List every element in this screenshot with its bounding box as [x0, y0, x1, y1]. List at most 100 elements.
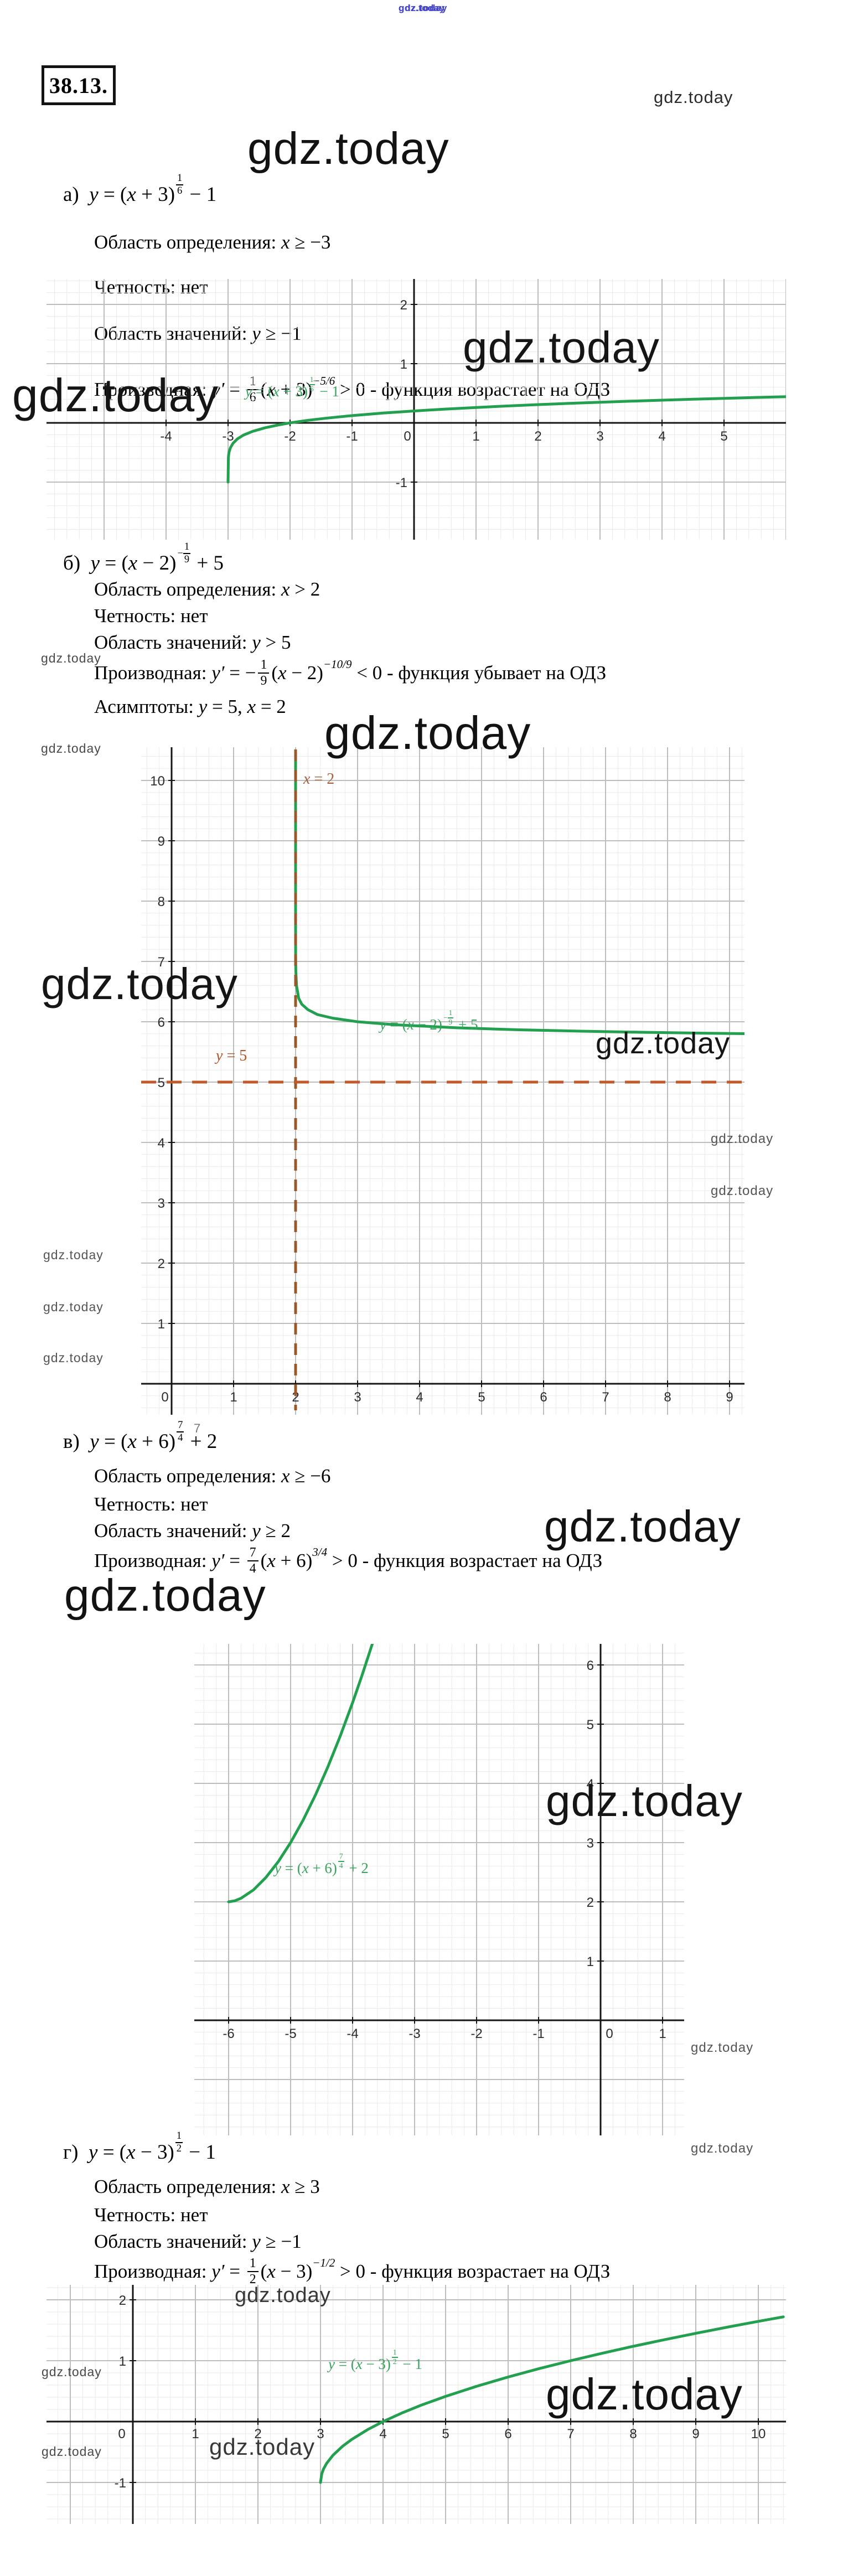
tick-label: 5 — [720, 429, 727, 444]
watermark-gdz-today: gdz.today — [711, 1183, 774, 1198]
tick-label: -2 — [470, 2026, 482, 2041]
tick-label: 9 — [158, 834, 165, 849]
watermark-gdz-today: gdz.today — [209, 2434, 316, 2460]
tick-label: 6 — [158, 1015, 165, 1030]
tick-label: 0 — [404, 429, 411, 444]
tick-label: 1 — [587, 1954, 594, 1969]
watermark-gdz-today: gdz.today — [691, 2141, 754, 2156]
watermark-gdz-today: gdz.today — [41, 741, 101, 756]
tick-label: 1 — [192, 2427, 199, 2441]
tick-label: 4 — [658, 429, 665, 444]
tick-label: 5 — [587, 1718, 594, 1732]
tick-label: 0 — [606, 2026, 613, 2041]
watermark-gdz-today: gdz.today — [42, 2365, 102, 2379]
graph-a: -4 -3 -2 -1 0 1 2 3 4 5 2 1 -1 — [46, 279, 786, 540]
tick-label: 1 — [659, 2026, 666, 2041]
watermark-link[interactable]: gdz.today — [399, 3, 448, 13]
tick-label: 2 — [292, 1390, 299, 1405]
graph-v: -6 -5 -4 -3 -2 -1 0 1 1 2 3 4 5 6 — [194, 1644, 684, 2135]
tick-label: 6 — [587, 1658, 594, 1673]
tick-label: 2 — [587, 1895, 594, 1910]
tick-label: 3 — [158, 1196, 165, 1211]
graph-g: 0 1 2 3 4 5 6 7 8 9 10 2 1 -1 — [46, 2285, 786, 2524]
tick-label: 8 — [629, 2427, 637, 2441]
tick-label: 6 — [540, 1390, 547, 1405]
curve-v — [227, 1644, 374, 1903]
tick-label: -4 — [160, 429, 172, 444]
tick-label: 1 — [472, 429, 479, 444]
tick-label: 1 — [230, 1390, 237, 1405]
site-link[interactable]: gdz.today — [399, 3, 445, 13]
tick-label: -3 — [222, 429, 234, 444]
watermark-gdz-today: gdz.today — [546, 1776, 743, 1825]
tick-label: -1 — [346, 429, 358, 444]
tick-label: -1 — [532, 2026, 544, 2041]
tick-label: 1 — [119, 2354, 126, 2369]
tick-label: 4 — [587, 1777, 594, 1792]
watermark-gdz-today: gdz.today — [247, 123, 449, 174]
asymptote-label-b-0: x = 2 — [303, 770, 335, 788]
tick-label: 9 — [726, 1390, 733, 1405]
watermark-gdz-today: gdz.today — [43, 1351, 104, 1365]
watermark-gdz-today: gdz.today — [546, 2370, 743, 2419]
tick-label: -6 — [223, 2026, 234, 2041]
tick-label: 3 — [354, 1390, 361, 1405]
part-b-line: Четность: нет — [94, 605, 208, 627]
watermark-gdz-today: gdz.today — [12, 369, 219, 421]
tick-label: 5 — [442, 2427, 449, 2441]
curve-g — [319, 2315, 785, 2484]
tick-label: 8 — [664, 1390, 671, 1405]
tick-label: 4 — [379, 2427, 386, 2441]
tick-label: -5 — [285, 2026, 296, 2041]
tick-label: 3 — [596, 429, 603, 444]
watermark-gdz-today: gdz.today — [43, 1300, 104, 1314]
part-v-line: Четность: нет — [94, 1493, 208, 1515]
tick-label: 5 — [478, 1390, 485, 1405]
tick-label: 0 — [161, 1390, 168, 1405]
tick-label: 2 — [534, 429, 541, 444]
part-v-line: в) y = (x + 6) 7 4 + 2 — [63, 1420, 218, 1453]
tick-label: 10 — [751, 2427, 766, 2441]
tick-label: 10 — [150, 774, 165, 789]
tick-label: -2 — [284, 429, 296, 444]
part-v-line: Область значений: y ≥ 2 — [94, 1520, 291, 1542]
tick-label: -4 — [347, 2026, 358, 2041]
tick-label: 2 — [254, 2427, 261, 2441]
watermark-gdz-today: gdz.today — [64, 1570, 266, 1621]
tick-label: 3 — [587, 1836, 594, 1851]
part-a-line: Область определения: x ≥ −3 — [94, 231, 331, 253]
tick-label: 5 — [158, 1075, 165, 1090]
curve-label-a: y = (x + 3) 1 6 − 1 — [245, 375, 339, 400]
part-b-line: Асимптоты: y = 5, x = 2 — [94, 696, 286, 717]
watermark-gdz-today: gdz.today — [41, 651, 101, 665]
watermark-gdz-today: gdz.today — [42, 2444, 102, 2459]
tick-label: 4 — [158, 1136, 165, 1151]
part-b-line: Производная: y′ = −1 9(x − 2) −10/9 < 0 - … — [94, 658, 607, 688]
part-v-line: Область определения: x ≥ −6 — [94, 1465, 331, 1487]
part-g-line: Область определения: x ≥ 3 — [94, 2176, 320, 2197]
watermark-gdz-today: gdz.today — [654, 87, 733, 107]
curve-label-v: y = (x + 6) 7 4 + 2 — [275, 1852, 369, 1877]
curve-a — [226, 395, 786, 484]
part-b-line: Область значений: y > 5 — [94, 632, 291, 653]
tick-label: 7 — [567, 2427, 574, 2441]
part-v-line: Производная: y′ = 7 4(x + 6) 3/4 > 0 - фун… — [94, 1545, 603, 1576]
tick-label: 0 — [118, 2427, 125, 2441]
tick-label: -1 — [115, 2476, 126, 2491]
curve-label-b: y = (x − 2) −1 9 + 5 — [380, 1008, 478, 1033]
tick-label: 2 — [119, 2293, 126, 2308]
graph-b: 0 1 2 3 4 5 6 7 8 9 1 2 3 4 5 6 7 8 9 10 — [141, 747, 744, 1415]
tick-label: 2 — [400, 298, 407, 313]
tick-label: 6 — [504, 2427, 511, 2441]
tick-label: -3 — [409, 2026, 420, 2041]
watermark-gdz-today: gdz.today — [596, 1027, 731, 1060]
tick-label: 2 — [158, 1256, 165, 1271]
tick-label: -1 — [396, 475, 407, 490]
curve-label-g: y = (x − 3) 1 2 − 1 — [328, 2348, 422, 2373]
watermark-gdz-today: gdz.today — [711, 1131, 774, 1146]
part-g-line: Четность: нет — [94, 2204, 208, 2226]
tick-label: 3 — [317, 2427, 324, 2441]
tick-label: 9 — [692, 2427, 699, 2441]
tick-label: 7 — [602, 1390, 609, 1405]
